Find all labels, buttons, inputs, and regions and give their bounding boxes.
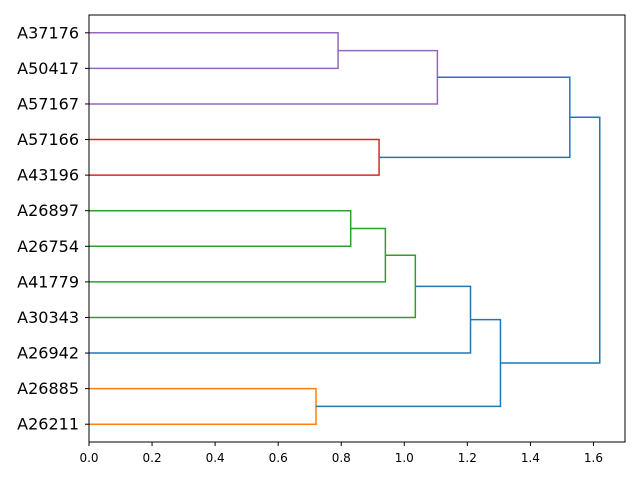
- x-tick-label: 1.6: [584, 451, 603, 465]
- x-tick-label: 0.0: [79, 451, 98, 465]
- leaf-label-A26942: A26942: [17, 344, 79, 363]
- dendrogram-links: [89, 32, 601, 425]
- dendrogram-link-10: [500, 116, 601, 364]
- plot-frame: [88, 14, 626, 443]
- leaf-label-A50417: A50417: [17, 59, 79, 78]
- leaf-label-A57167: A57167: [17, 94, 79, 113]
- leaf-label-A26897: A26897: [17, 201, 79, 220]
- leaf-label-A37176: A37176: [17, 23, 79, 42]
- leaf-label-A41779: A41779: [17, 272, 79, 291]
- x-tick-label: 1.2: [458, 451, 477, 465]
- leaf-label-A26885: A26885: [17, 379, 79, 398]
- x-tick-label: 1.4: [521, 451, 540, 465]
- x-tick-label: 0.6: [269, 451, 288, 465]
- leaf-label-A57166: A57166: [17, 130, 79, 149]
- leaf-label-A26754: A26754: [17, 237, 79, 256]
- leaf-label-A43196: A43196: [17, 166, 79, 185]
- x-tick-label: 0.2: [143, 451, 162, 465]
- leaf-label-A26211: A26211: [17, 415, 79, 434]
- x-tick-label: 1.0: [395, 451, 414, 465]
- leaf-labels: A37176 A50417 A57167 A57166 A43196 A26897 A267…: [17, 23, 89, 434]
- x-tick-label: 0.8: [332, 451, 351, 465]
- x-axis: 0.0 0.2 0.4 0.6 0.8 1.0 1.2 1.4 1.6: [79, 442, 603, 465]
- x-tick-label: 0.4: [206, 451, 225, 465]
- leaf-label-A30343: A30343: [17, 308, 79, 327]
